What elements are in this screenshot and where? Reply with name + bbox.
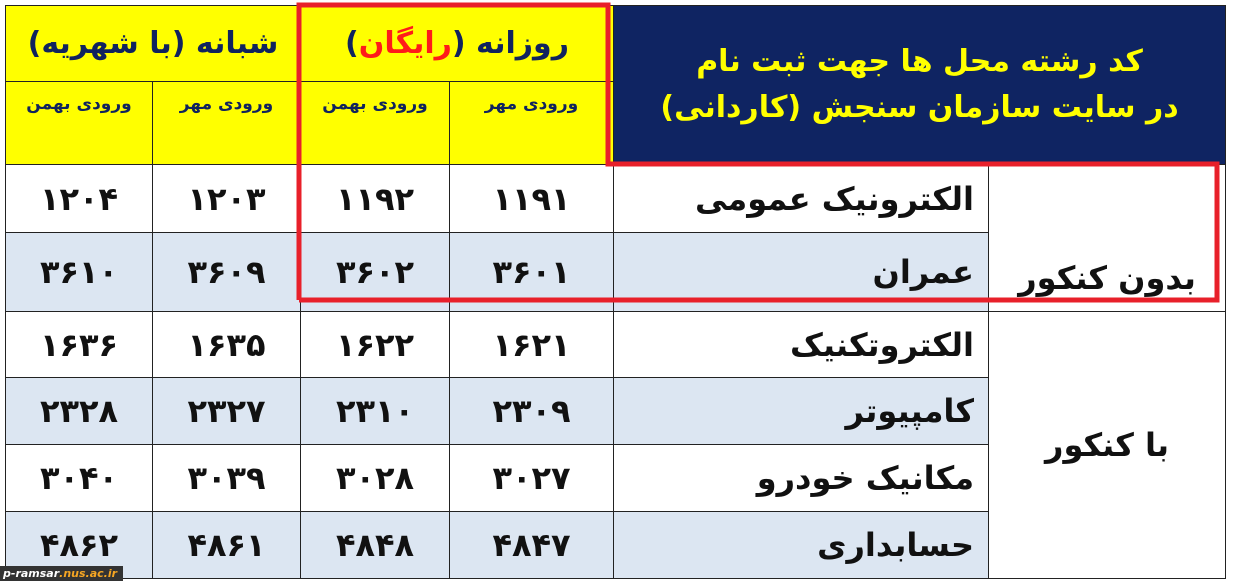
code-day-mehr: ۱۱۹۱: [448, 164, 615, 233]
field-name: عمران: [613, 232, 990, 312]
free-label: رایگان: [358, 26, 452, 61]
code-night-bahman: ۲۳۲۸: [5, 377, 153, 445]
night-bahman-header: ورودی بهمن: [5, 81, 153, 165]
code-day-bahman: ۳۰۲۸: [300, 444, 450, 512]
code-night-mehr: ۳۶۰۹: [152, 232, 301, 312]
day-header-label: روزانه (: [451, 26, 569, 61]
title-line-2: در سایت سازمان سنجش (کاردانی): [660, 90, 1179, 125]
watermark-part-2: .nus.ac.ir: [59, 567, 118, 580]
code-night-mehr: ۳۰۳۹: [152, 444, 301, 512]
code-night-mehr: ۱۲۰۳: [152, 164, 301, 233]
field-name: کامپیوتر: [613, 377, 990, 445]
code-night-mehr: ۱۶۳۵: [152, 311, 301, 378]
group-with-exam: با کنکور: [988, 311, 1227, 579]
code-day-mehr: ۴۸۴۷: [448, 511, 615, 579]
code-night-bahman: ۱۲۰۴: [5, 164, 153, 233]
night-mehr-header: ورودی مهر: [152, 81, 301, 165]
field-name: مکانیک خودرو: [613, 444, 990, 512]
group-no-exam: بدون کنکور: [988, 164, 1227, 312]
watermark-part-1: p-ramsar: [3, 567, 60, 580]
code-day-mehr: ۲۳۰۹: [448, 377, 615, 445]
title-line-1: کد رشته محل ها جهت ثبت نام: [696, 43, 1143, 79]
night-header: شبانه (با شهریه): [5, 5, 301, 82]
code-night-bahman: ۱۶۳۶: [5, 311, 153, 378]
day-header: روزانه (رایگان): [299, 5, 615, 82]
page-title: کد رشته محل ها جهت ثبت نام در سایت سازما…: [613, 5, 1227, 165]
code-day-bahman: ۱۱۹۲: [300, 164, 450, 233]
field-name: الکتروتکنیک: [613, 311, 990, 378]
day-mehr-header: ورودی مهر: [448, 81, 615, 165]
day-header-close: ): [345, 26, 359, 61]
code-day-bahman: ۱۶۲۲: [300, 311, 450, 378]
field-codes-table: شبانه (با شهریه) روزانه (رایگان) کد رشته…: [5, 5, 1227, 579]
code-day-bahman: ۴۸۴۸: [300, 511, 450, 579]
table-row: ۱۶۳۶ ۱۶۳۵ ۱۶۲۲ ۱۶۲۱ الکتروتکنیک با کنکور: [5, 311, 1227, 579]
table-row: ۳۰۴۰ ۳۰۳۹ ۳۰۲۸ ۳۰۲۷ مکانیک خودرو: [5, 444, 1226, 512]
code-night-bahman: ۳۶۱۰: [5, 232, 153, 312]
field-name: الکترونیک عمومی: [613, 164, 990, 233]
code-day-bahman: ۲۳۱۰: [300, 377, 450, 445]
day-bahman-header: ورودی بهمن: [300, 81, 450, 165]
code-day-mehr: ۳۶۰۱: [448, 232, 615, 312]
code-night-mehr: ۴۸۶۱: [152, 511, 301, 579]
table-row: ۲۳۲۸ ۲۳۲۷ ۲۳۱۰ ۲۳۰۹ کامپیوتر: [5, 377, 1226, 445]
code-day-mehr: ۱۶۲۱: [448, 311, 615, 378]
table-row: ۱۲۰۴ ۱۲۰۳ ۱۱۹۲ ۱۱۹۱ الکترونیک عمومی بدون کنکو…: [5, 164, 1227, 312]
watermark: p-ramsar.nus.ac.ir: [0, 566, 124, 581]
field-name: حسابداری: [613, 511, 990, 579]
code-night-bahman: ۳۰۴۰: [5, 444, 153, 512]
code-night-mehr: ۲۳۲۷: [152, 377, 301, 445]
code-day-bahman: ۳۶۰۲: [300, 232, 450, 312]
code-day-mehr: ۳۰۲۷: [448, 444, 615, 512]
